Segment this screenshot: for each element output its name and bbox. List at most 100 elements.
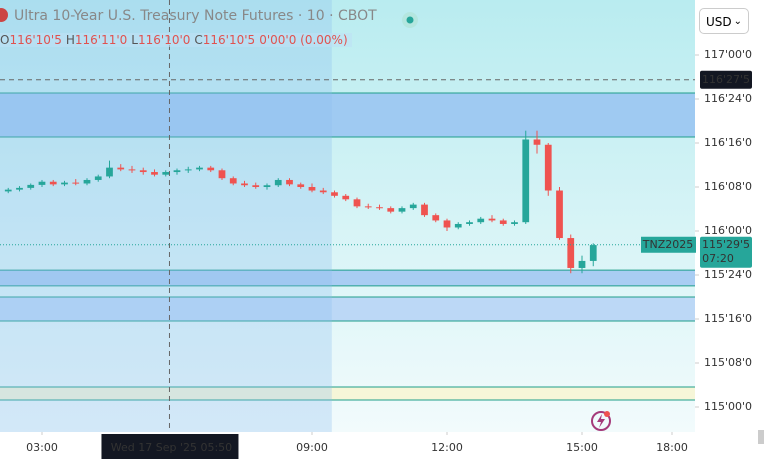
ohlc-value: 116'11'0 (74, 33, 128, 47)
candle-body (218, 170, 226, 179)
candle-body (162, 172, 170, 175)
candle-body (4, 189, 12, 192)
y-tick-label: 115'16'0 (704, 312, 752, 325)
y-tick-label: 117'00'0 (704, 48, 752, 61)
candle-body (443, 220, 451, 228)
candle-body (106, 167, 113, 177)
symbol-tag-text: TNZ2025 (642, 238, 693, 251)
candle-body (297, 184, 305, 188)
candle-body (72, 182, 80, 184)
candle-body (499, 220, 507, 224)
title-text: Ultra 10-Year U.S. Treasury Note Futures… (14, 8, 377, 24)
ohlc-value: 116'10'5 (9, 33, 62, 47)
ohlc-key: O (0, 33, 10, 47)
candle-body (578, 260, 586, 268)
ohlc-key: H (65, 33, 75, 47)
candle-body (488, 218, 496, 221)
candle-body (421, 204, 428, 216)
candle-body (364, 206, 372, 208)
plot-background (0, 0, 695, 432)
y-tick-label: 116'16'0 (704, 136, 752, 149)
candle-body (589, 245, 597, 261)
currency-text: USD (706, 15, 732, 29)
ohlc-key: C (194, 33, 203, 47)
x-tick-label: 15:00 (566, 441, 598, 454)
x-tick-label: 18:00 (656, 441, 688, 454)
candle-body (16, 187, 23, 190)
crosshair-x-box (101, 434, 239, 459)
candle-body (556, 190, 563, 239)
candle-body (27, 184, 35, 188)
x-tick-label: 12:00 (431, 441, 463, 454)
zone (0, 386, 695, 400)
ohlc-value: 116'10'0 (137, 33, 191, 47)
candle-body (567, 238, 575, 268)
x-tick-label: 03:00 (26, 441, 58, 454)
event-icon-bolt (597, 414, 605, 428)
symbol-title: Ultra 10-Year U.S. Treasury Note Futures… (0, 8, 377, 24)
candle-body (522, 139, 530, 223)
crosshair-x-label: Wed 17 Sep '25 05:50 (111, 441, 232, 454)
last-price-box (700, 236, 752, 268)
candle-body (454, 223, 462, 228)
candle-body (477, 218, 485, 223)
zone (0, 297, 695, 321)
candle-body (128, 169, 136, 171)
candle-body (533, 139, 541, 145)
ohlc-legend: O116'10'5 H116'11'0 L116'10'0 C116'10'5 0'00… (0, 33, 352, 47)
candle-body (308, 187, 316, 191)
y-tick-label: 115'08'0 (704, 356, 752, 369)
candle-body (151, 172, 158, 175)
selection-shade (0, 0, 332, 432)
candle-body (398, 208, 406, 212)
crosshair-y-box (700, 70, 752, 89)
symbol-tag (641, 236, 696, 253)
candle-body (184, 169, 192, 171)
candle-body (196, 167, 203, 170)
candle-body (353, 199, 361, 207)
candle-body (376, 207, 383, 209)
zone (0, 270, 695, 286)
candle-body (409, 204, 417, 209)
candle-body (511, 222, 518, 224)
status-dot (406, 16, 414, 24)
ohlc-key: L (131, 33, 138, 47)
candle-body (207, 167, 215, 171)
candle-body (61, 182, 68, 185)
y-tick-label: 116'24'0 (704, 92, 752, 105)
currency-select[interactable]: USD ⌄ (699, 8, 749, 34)
scroll-indicator (758, 430, 764, 444)
zone (0, 93, 695, 138)
countdown: 07:20 (702, 252, 734, 265)
crosshair-y-label: 116'27'5 (702, 73, 750, 86)
candle-body (94, 176, 102, 180)
candle-body (319, 190, 327, 193)
candle-body (139, 170, 147, 173)
y-tick-label: 116'00'0 (704, 224, 752, 237)
y-tick-label: 115'24'0 (704, 268, 752, 281)
candle-body (49, 181, 57, 185)
candle-body (331, 192, 338, 196)
event-icon[interactable] (591, 411, 611, 431)
last-price-label: 115'29'5 (702, 238, 750, 251)
candle-body (83, 179, 91, 184)
candle-body (38, 181, 46, 185)
candle-body (117, 167, 125, 170)
candle-body (466, 222, 473, 224)
y-tick-label: 116'08'0 (704, 180, 752, 193)
candle-body (387, 208, 395, 212)
candle-body (229, 178, 237, 184)
candle-body (544, 144, 552, 191)
event-icon-badge (604, 411, 610, 417)
x-tick-label: 09:00 (296, 441, 328, 454)
candle-body (173, 170, 181, 173)
ohlc-change: 0'00'0 (0.00%) (259, 33, 348, 47)
candle-body (342, 195, 350, 200)
candle-body (274, 179, 282, 186)
y-tick-label: 115'00'0 (704, 400, 752, 413)
candle-body (286, 179, 293, 185)
candle-body (252, 185, 260, 188)
flag-icon (0, 8, 8, 22)
